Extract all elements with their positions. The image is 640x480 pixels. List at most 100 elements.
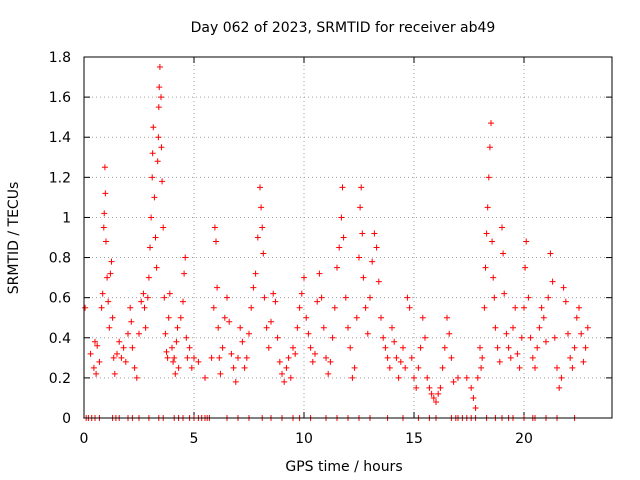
data-point: [481, 304, 488, 311]
data-point: [334, 264, 340, 271]
data-point: [174, 324, 181, 331]
data-point: [145, 274, 152, 281]
data-point: [486, 144, 493, 151]
data-point: [270, 290, 277, 297]
data-point: [268, 318, 274, 325]
data-point: [246, 330, 252, 337]
data-point: [500, 250, 507, 257]
data-point: [484, 204, 491, 211]
data-point: [181, 270, 188, 277]
data-point: [406, 304, 413, 311]
data-point: [428, 390, 435, 397]
y-tick-label: 0: [62, 411, 71, 427]
data-point: [131, 364, 138, 371]
data-point: [155, 134, 162, 141]
data-point: [281, 378, 288, 385]
data-point: [338, 214, 345, 221]
x-axis-label: GPS time / hours: [285, 459, 402, 475]
data-point: [162, 330, 169, 337]
data-point: [556, 384, 563, 391]
data-point: [382, 344, 389, 351]
data-point: [494, 344, 501, 351]
data-point: [565, 330, 571, 337]
data-point: [103, 238, 109, 245]
y-tick-label: 1.4: [49, 130, 71, 146]
data-point: [230, 364, 237, 371]
data-point: [210, 304, 217, 311]
data-point: [303, 314, 310, 321]
data-point: [93, 370, 100, 377]
data-point: [102, 190, 109, 197]
data-point: [110, 354, 117, 361]
data-point: [235, 354, 241, 361]
data-point: [371, 230, 378, 237]
data-point: [108, 258, 115, 265]
data-point: [294, 324, 301, 331]
data-point: [276, 358, 283, 365]
data-point: [439, 364, 446, 371]
data-point: [488, 120, 494, 127]
y-tick-label: 0.2: [49, 371, 71, 387]
data-point: [309, 358, 316, 365]
data-point: [138, 298, 145, 305]
data-point: [183, 334, 190, 341]
plot-frame: [83, 56, 613, 419]
data-point: [274, 334, 281, 341]
data-point: [472, 404, 479, 411]
y-tick-label: 1.2: [49, 170, 71, 186]
data-point: [444, 314, 450, 321]
data-point: [177, 314, 184, 321]
data-point: [455, 374, 461, 381]
data-point: [503, 330, 510, 337]
data-point: [208, 354, 215, 361]
data-point: [94, 342, 101, 349]
data-point: [349, 374, 356, 381]
data-point: [512, 304, 519, 311]
data-point: [523, 238, 530, 245]
data-point: [474, 374, 481, 381]
data-point: [221, 314, 228, 321]
data-point: [554, 364, 560, 371]
data-point: [184, 354, 191, 361]
data-point: [285, 354, 292, 361]
data-point: [408, 354, 415, 361]
data-point: [169, 344, 175, 351]
data-point: [127, 304, 134, 311]
data-point: [186, 344, 193, 351]
data-point: [175, 364, 182, 371]
data-point: [188, 364, 195, 371]
data-point: [507, 354, 514, 361]
y-tick-label: 1.6: [49, 90, 71, 106]
data-point: [391, 338, 398, 345]
data-point: [538, 304, 545, 311]
data-point: [163, 348, 170, 355]
data-point: [159, 178, 166, 185]
data-point: [305, 330, 312, 337]
data-point: [516, 364, 523, 371]
data-point: [250, 284, 257, 291]
data-point: [489, 238, 496, 245]
data-point: [477, 344, 483, 351]
data-point: [329, 334, 336, 341]
data-point: [104, 274, 111, 281]
data-point: [82, 304, 89, 311]
data-point: [417, 344, 424, 351]
data-point: [301, 274, 307, 281]
data-point: [287, 374, 294, 381]
data-point: [492, 324, 499, 331]
data-point: [529, 354, 536, 361]
data-point: [296, 304, 303, 311]
data-point: [580, 358, 587, 365]
data-point: [254, 234, 261, 241]
y-tick-label: 1.8: [49, 50, 71, 66]
data-point: [237, 324, 244, 331]
data-point: [549, 278, 556, 285]
data-point: [426, 384, 433, 391]
data-point: [340, 234, 347, 241]
data-point: [339, 184, 346, 191]
data-point: [152, 234, 159, 241]
data-point: [149, 174, 156, 181]
data-point: [359, 230, 366, 237]
x-tick-label: 20: [515, 431, 533, 447]
data-point: [419, 314, 426, 321]
